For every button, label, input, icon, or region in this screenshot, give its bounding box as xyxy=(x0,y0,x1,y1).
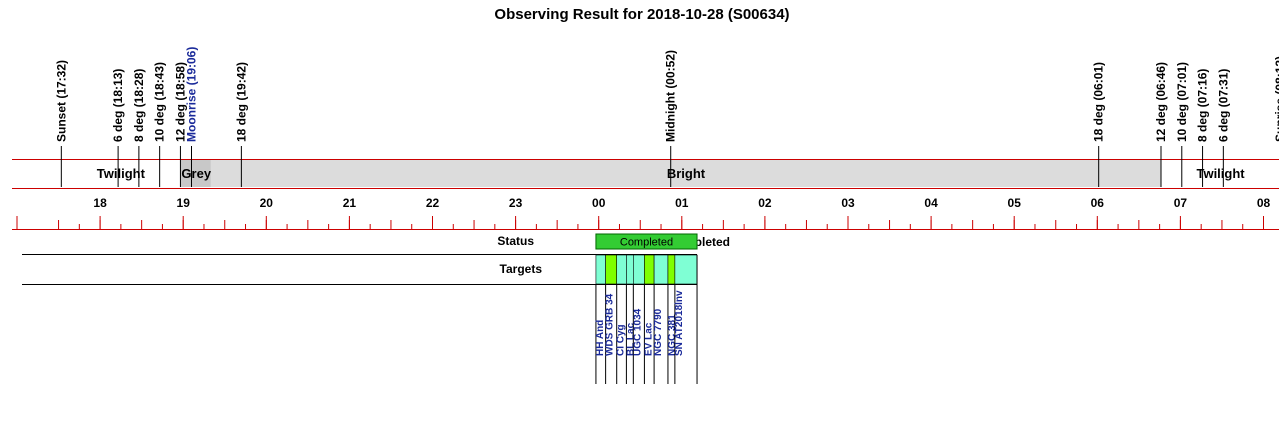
band-0 xyxy=(61,160,181,187)
target-block-0 xyxy=(595,254,606,285)
horizontal-rules xyxy=(12,159,1279,230)
target-name-7: NGC 381 xyxy=(667,314,678,356)
target-name-3: BL Lac xyxy=(625,322,636,356)
event-label-13: Sunrise (08:12) xyxy=(1273,56,1279,142)
band-label-0: Twilight xyxy=(97,166,146,181)
hour-label-8: 02 xyxy=(758,196,772,210)
target-name-1: WDS GRB 34 xyxy=(605,293,616,356)
moon-phase-bands: Twilight Grey Bright Twilight xyxy=(61,160,1279,187)
target-name-4: UGC 1034 xyxy=(632,308,643,356)
schedule-rows: Status Completed Targets xyxy=(497,234,730,276)
event-label-10: 10 deg (07:01) xyxy=(1175,62,1189,142)
event-label-7: Midnight (00:52) xyxy=(664,50,678,142)
target-block-2 xyxy=(616,254,627,285)
event-label-1: 6 deg (18:13) xyxy=(111,69,125,142)
event-label-3: 10 deg (18:43) xyxy=(153,62,167,142)
hour-label-11: 05 xyxy=(1008,196,1022,210)
hour-label-2: 20 xyxy=(260,196,274,210)
event-label-9: 12 deg (06:46) xyxy=(1154,62,1168,142)
target-block-4 xyxy=(633,254,645,285)
hour-label-1: 19 xyxy=(177,196,191,210)
event-label-2: 8 deg (18:28) xyxy=(132,69,146,142)
status-bar xyxy=(595,233,698,250)
target-block-3 xyxy=(626,254,634,285)
hour-label-0: 18 xyxy=(93,196,107,210)
hour-label-4: 22 xyxy=(426,196,440,210)
target-block-8 xyxy=(674,254,698,285)
event-label-4: 12 deg (18:58) xyxy=(173,62,187,142)
target-name-5: EV Lac xyxy=(643,322,654,356)
chart-title: Observing Result for 2018-10-28 (S00634) xyxy=(494,6,789,23)
targets-row-label: Targets xyxy=(500,262,543,276)
hour-label-14: 08 xyxy=(1257,196,1271,210)
band-3 xyxy=(1161,160,1279,187)
hour-label-7: 01 xyxy=(675,196,689,210)
hour-label-12: 06 xyxy=(1091,196,1105,210)
hour-label-3: 21 xyxy=(343,196,357,210)
event-label-0: Sunset (17:32) xyxy=(54,60,68,142)
target-name-0: HH And xyxy=(595,320,606,356)
hour-label-9: 03 xyxy=(841,196,855,210)
hour-axis: 18 19 20 21 22 23 00 01 02 03 04 05 06 07 08 xyxy=(16,196,1271,229)
event-label-8: 18 deg (06:01) xyxy=(1092,62,1106,142)
status-bar-label: Completed xyxy=(620,237,673,249)
band-label-3: Twilight xyxy=(1196,166,1245,181)
event-label-5: Moonrise (19:06) xyxy=(185,47,199,142)
event-label-11: 8 deg (07:16) xyxy=(1196,69,1210,142)
status-bar-group: Completed xyxy=(595,233,698,250)
hour-label-6: 00 xyxy=(592,196,606,210)
target-name-6: NGC 7790 xyxy=(653,308,664,356)
target-block-1 xyxy=(605,254,618,285)
target-block-5 xyxy=(644,254,655,285)
event-label-6: 18 deg (19:42) xyxy=(234,62,248,142)
status-row-label: Status xyxy=(497,234,534,248)
band-label-1: Grey xyxy=(181,166,211,181)
target-name-8: SN AT2018lnv xyxy=(674,290,685,356)
target-name-2: CI Cyg xyxy=(616,324,627,356)
hour-label-10: 04 xyxy=(924,196,938,210)
band-2 xyxy=(210,160,1162,187)
band-1 xyxy=(180,160,211,187)
event-label-12: 6 deg (07:31) xyxy=(1216,69,1230,142)
target-block-6 xyxy=(653,254,669,285)
band-label-2: Bright xyxy=(667,166,706,181)
hour-label-5: 23 xyxy=(509,196,523,210)
event-markers: Sunset (17:32) 6 deg (18:13) 8 deg (18:28)… xyxy=(54,47,1279,187)
target-block-7 xyxy=(667,254,676,285)
hour-label-13: 07 xyxy=(1174,196,1188,210)
